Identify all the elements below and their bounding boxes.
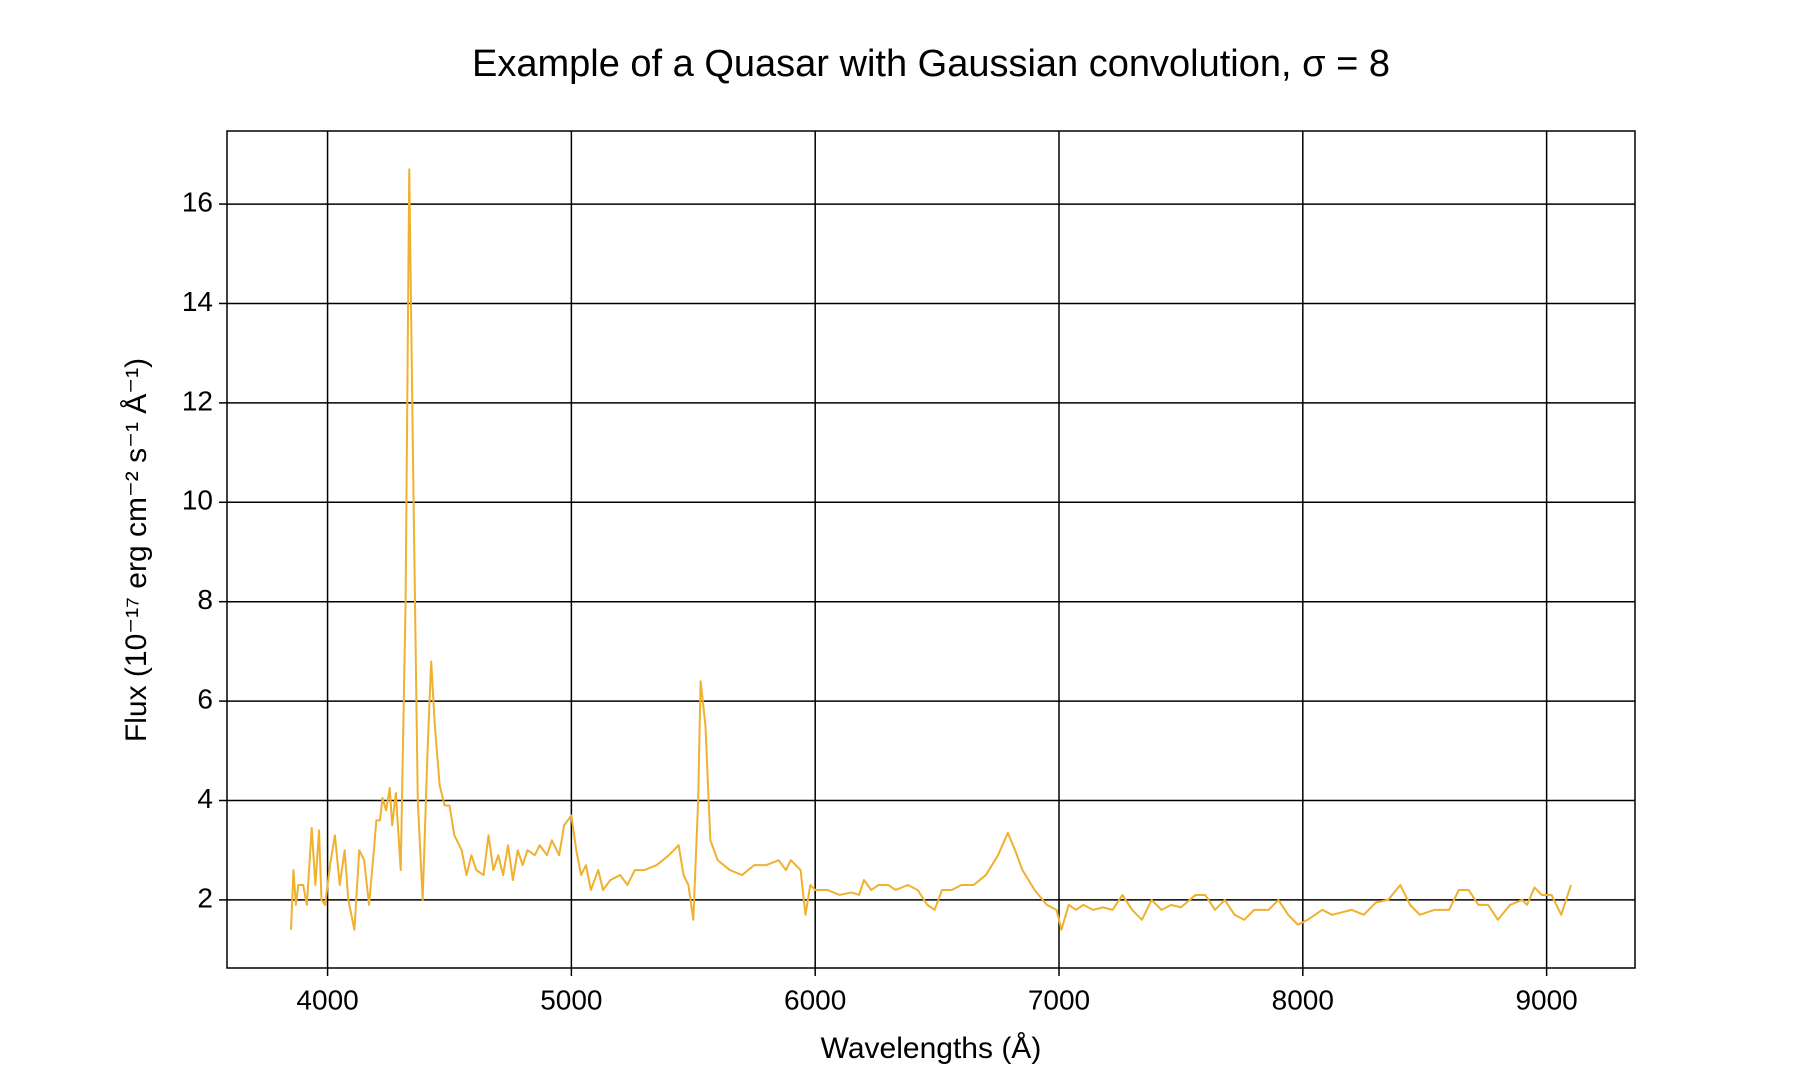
x-tick-label: 8000	[1272, 984, 1334, 1015]
y-tick-label: 6	[197, 683, 213, 714]
x-tick-label: 7000	[1028, 984, 1090, 1015]
y-tick-label: 4	[197, 783, 213, 814]
y-axis-label: Flux (10⁻¹⁷ erg cm⁻² s⁻¹ Å⁻¹)	[120, 358, 153, 742]
y-tick-label: 2	[197, 882, 213, 913]
x-tick-label: 9000	[1515, 984, 1577, 1015]
x-axis-label: Wavelengths (Å)	[821, 1032, 1042, 1065]
y-tick-label: 8	[197, 584, 213, 615]
y-tick-label: 10	[182, 485, 213, 516]
x-tick-label: 5000	[540, 984, 602, 1015]
x-tick-label: 4000	[296, 984, 358, 1015]
y-tick-label: 14	[182, 286, 213, 317]
chart-title: Example of a Quasar with Gaussian convol…	[472, 43, 1390, 85]
plot-frame	[226, 130, 1636, 969]
y-tick-label: 12	[182, 385, 213, 416]
spectrum-line	[290, 168, 1572, 931]
x-tick-label: 6000	[784, 984, 846, 1015]
y-tick-label: 16	[182, 186, 213, 217]
